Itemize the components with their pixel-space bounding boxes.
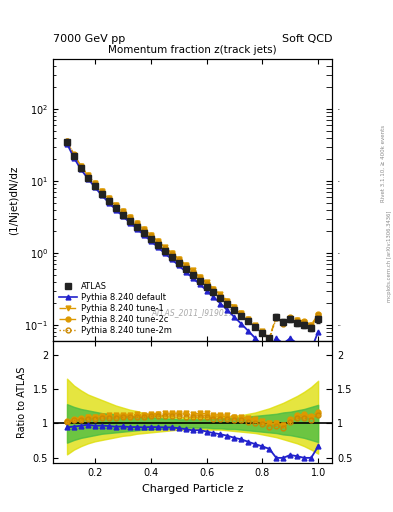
Title: Momentum fraction z(track jets): Momentum fraction z(track jets) <box>108 46 277 55</box>
Text: 7000 GeV pp: 7000 GeV pp <box>53 33 125 44</box>
Y-axis label: Ratio to ATLAS: Ratio to ATLAS <box>17 367 27 438</box>
Y-axis label: (1/Njet)dN/dz: (1/Njet)dN/dz <box>9 165 19 234</box>
Legend: ATLAS, Pythia 8.240 default, Pythia 8.240 tune-1, Pythia 8.240 tune-2c, Pythia 8: ATLAS, Pythia 8.240 default, Pythia 8.24… <box>57 280 173 336</box>
Text: ATLAS_2011_I919017: ATLAS_2011_I919017 <box>151 308 234 317</box>
Text: Soft QCD: Soft QCD <box>282 33 332 44</box>
Text: mcplots.cern.ch [arXiv:1306.3436]: mcplots.cern.ch [arXiv:1306.3436] <box>387 210 391 302</box>
Text: Rivet 3.1.10, ≥ 400k events: Rivet 3.1.10, ≥ 400k events <box>381 125 386 202</box>
X-axis label: Charged Particle z: Charged Particle z <box>142 484 243 494</box>
